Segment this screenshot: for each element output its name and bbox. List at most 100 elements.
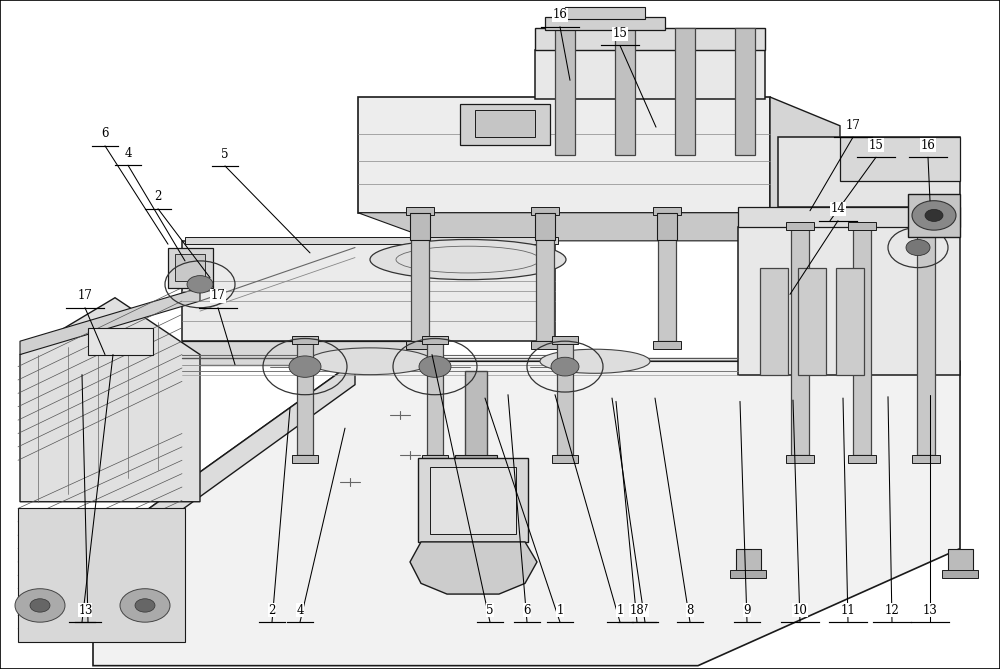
Bar: [406, 207, 434, 215]
Bar: [657, 213, 677, 240]
Bar: [531, 341, 559, 349]
Bar: [430, 467, 516, 534]
Bar: [460, 104, 550, 145]
Polygon shape: [535, 50, 765, 99]
Polygon shape: [18, 508, 185, 642]
Bar: [465, 371, 487, 458]
Polygon shape: [358, 97, 770, 213]
Bar: [908, 194, 960, 237]
Polygon shape: [778, 137, 960, 207]
Bar: [552, 455, 578, 463]
Bar: [88, 328, 153, 355]
Circle shape: [187, 276, 213, 293]
Text: 6: 6: [101, 128, 109, 140]
Polygon shape: [738, 227, 960, 375]
Bar: [853, 227, 871, 455]
Text: 8: 8: [686, 604, 694, 617]
Text: 5: 5: [221, 148, 229, 161]
Circle shape: [289, 356, 321, 377]
Circle shape: [120, 589, 170, 622]
Text: 1: 1: [556, 604, 564, 617]
Bar: [942, 570, 978, 578]
Bar: [545, 17, 665, 30]
Polygon shape: [93, 361, 355, 574]
Text: 2: 2: [154, 191, 162, 203]
Polygon shape: [770, 97, 840, 241]
Bar: [292, 455, 318, 463]
Text: 13: 13: [923, 604, 937, 617]
Text: 5: 5: [486, 604, 494, 617]
Bar: [836, 268, 864, 375]
Bar: [653, 207, 681, 215]
Polygon shape: [93, 361, 960, 666]
Circle shape: [912, 201, 956, 230]
Text: 18: 18: [630, 604, 644, 617]
Ellipse shape: [308, 348, 432, 375]
Polygon shape: [185, 237, 558, 244]
Bar: [730, 570, 766, 578]
Text: 11: 11: [841, 604, 855, 617]
Text: 3: 3: [84, 604, 92, 617]
Text: 16: 16: [553, 9, 567, 21]
Polygon shape: [182, 241, 555, 341]
Bar: [555, 28, 575, 155]
Bar: [475, 110, 535, 137]
Bar: [658, 213, 676, 341]
Circle shape: [30, 599, 50, 612]
Text: 1: 1: [616, 604, 624, 617]
Polygon shape: [410, 542, 537, 594]
Bar: [455, 455, 497, 463]
Bar: [531, 207, 559, 215]
Bar: [615, 28, 635, 155]
Bar: [735, 28, 755, 155]
Bar: [786, 455, 814, 463]
Text: 6: 6: [523, 604, 531, 617]
Bar: [675, 28, 695, 155]
Polygon shape: [182, 341, 435, 365]
Text: 4: 4: [124, 147, 132, 160]
Bar: [760, 268, 788, 375]
Bar: [917, 227, 935, 455]
Bar: [948, 549, 973, 572]
Bar: [912, 222, 940, 230]
Polygon shape: [20, 298, 200, 502]
Text: 15: 15: [613, 27, 627, 40]
Bar: [848, 222, 876, 230]
Text: 1: 1: [78, 604, 86, 617]
Ellipse shape: [540, 349, 650, 373]
Text: 14: 14: [831, 203, 845, 215]
Polygon shape: [20, 288, 200, 355]
Circle shape: [925, 209, 943, 221]
Circle shape: [15, 589, 65, 622]
Bar: [536, 213, 554, 341]
Bar: [168, 248, 213, 288]
Bar: [422, 336, 448, 344]
Text: 4: 4: [296, 604, 304, 617]
Text: 17: 17: [211, 290, 225, 302]
Bar: [411, 213, 429, 341]
Circle shape: [419, 356, 451, 377]
Circle shape: [551, 357, 579, 376]
Bar: [565, 7, 645, 19]
Bar: [535, 213, 555, 240]
Circle shape: [906, 240, 930, 256]
Text: 17: 17: [846, 119, 860, 132]
Bar: [653, 341, 681, 349]
Text: 15: 15: [869, 139, 883, 152]
Bar: [422, 455, 448, 463]
Bar: [786, 222, 814, 230]
Bar: [292, 336, 318, 344]
Bar: [798, 268, 826, 375]
Text: 17: 17: [78, 290, 92, 302]
Bar: [297, 341, 313, 455]
Text: 12: 12: [885, 604, 899, 617]
Bar: [840, 137, 960, 181]
Bar: [175, 254, 205, 281]
Bar: [848, 455, 876, 463]
Text: 7: 7: [641, 604, 649, 617]
Bar: [912, 455, 940, 463]
Text: 16: 16: [921, 139, 935, 152]
Bar: [552, 336, 578, 344]
Text: 9: 9: [743, 604, 751, 617]
Bar: [557, 341, 573, 455]
